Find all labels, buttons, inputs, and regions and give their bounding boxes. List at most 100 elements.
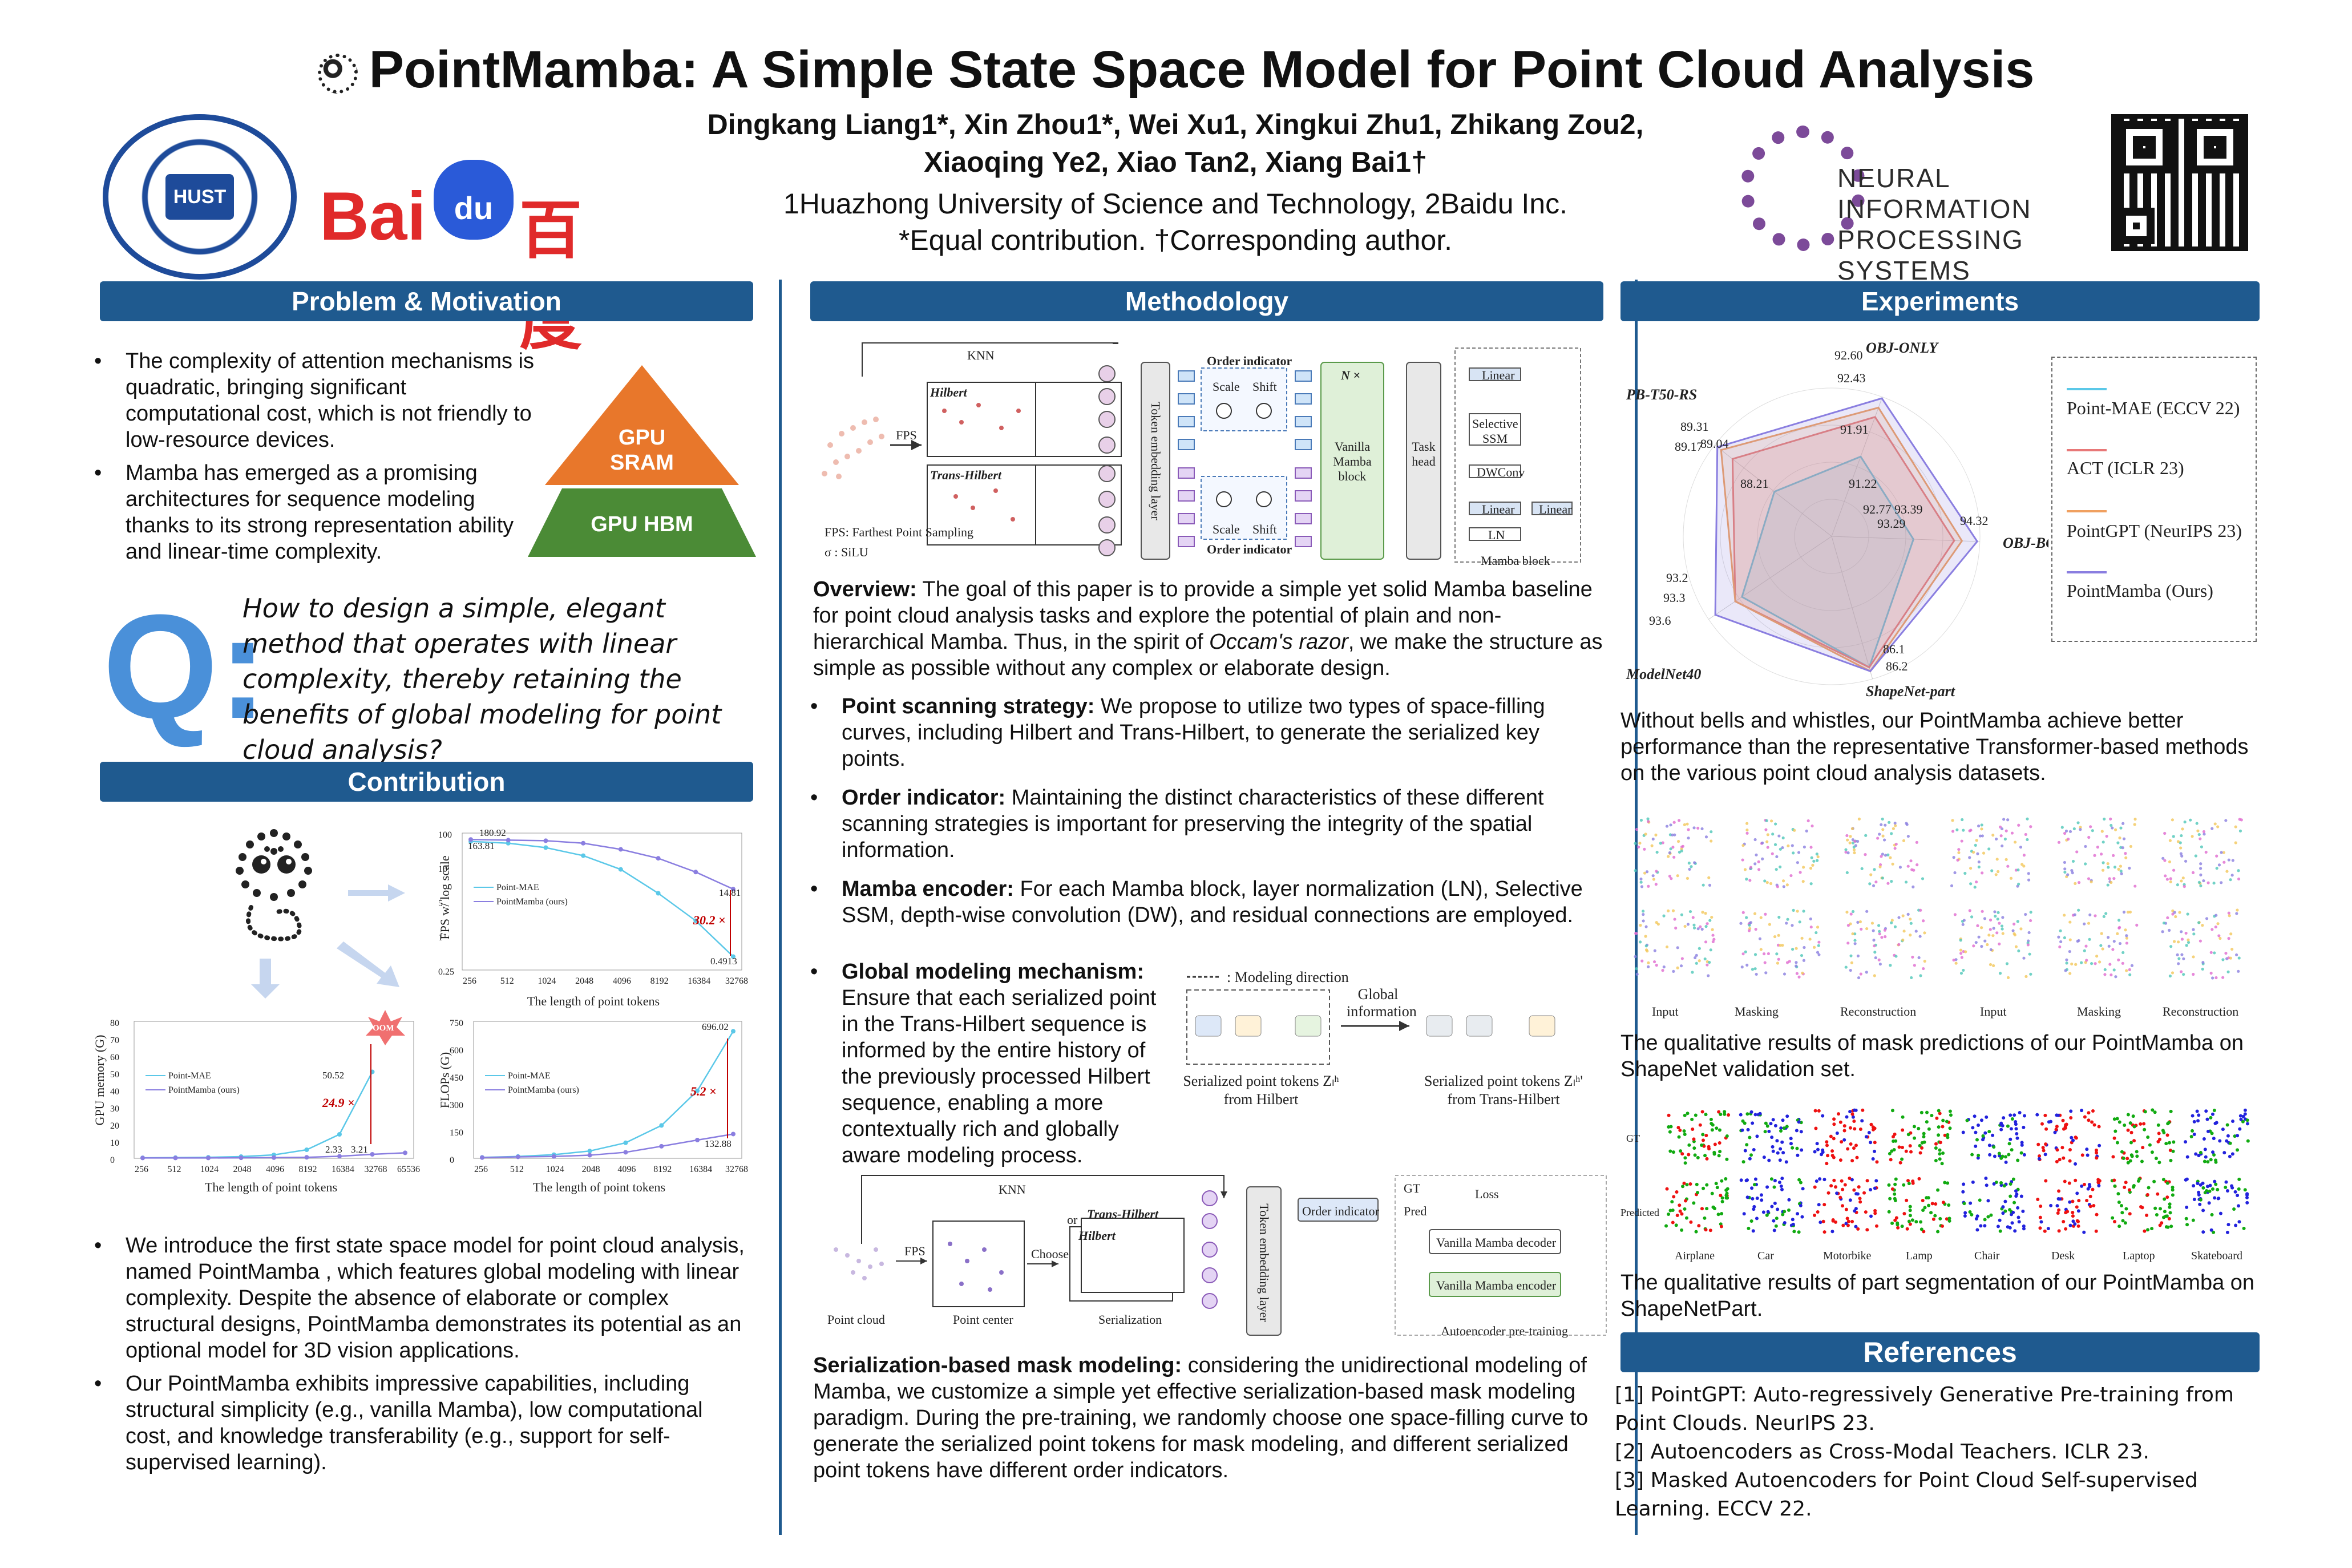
experiments-text: Without bells and whistles, our PointMam… xyxy=(1620,709,2249,785)
encoder-label: Vanilla Mamba encoder xyxy=(1436,1278,1557,1292)
order-indicator-label: Order indicator xyxy=(1207,354,1292,368)
methodology-header: Methodology xyxy=(810,281,1603,321)
data-label: 696.02 xyxy=(702,1021,729,1032)
shift-label: Shift xyxy=(1252,379,1277,394)
radar-value-label: 89.31 xyxy=(1680,419,1709,434)
task-head-label: Task head xyxy=(1412,439,1436,468)
x-tick-label: 512 xyxy=(510,1165,524,1174)
pred-label: Pred xyxy=(1404,1204,1427,1218)
y-tick-label: 300 xyxy=(450,1101,463,1110)
arrow-icon xyxy=(251,959,280,999)
segmentation-tile xyxy=(2110,1177,2175,1233)
legend-label: Point-MAE xyxy=(168,1071,211,1081)
ratio-label: 30.2 × xyxy=(693,913,726,927)
data-point xyxy=(206,1155,211,1161)
point-cloud-tile xyxy=(1844,817,1925,888)
mask-label: Input xyxy=(1980,1004,2007,1019)
mask-label: Input xyxy=(1652,1004,1679,1019)
y-tick-label: 5 xyxy=(438,899,443,908)
series-line xyxy=(470,838,734,890)
point-cloud-tile xyxy=(2161,908,2241,980)
radar-value-label: 94.32 xyxy=(1960,514,1989,528)
flops-chart: 256 512 1024 2048 4096 8192 16384 32768 750 600 45… xyxy=(434,1010,753,1198)
legend-item: PointMamba (Ours) xyxy=(2067,580,2213,601)
radar-value-label: 93.29 xyxy=(1877,516,1906,531)
ratio-label: 24.9 × xyxy=(322,1096,355,1110)
data-point xyxy=(587,1149,592,1154)
seg-label: Desk xyxy=(2051,1250,2075,1262)
radar-series xyxy=(1714,397,1979,673)
segmentation-tile xyxy=(1961,1111,2027,1164)
y-tick-label: 0 xyxy=(450,1155,454,1165)
y-tick-label: 20 xyxy=(110,1121,119,1131)
qr-code[interactable] xyxy=(2111,114,2248,251)
hilbert-tokens-label: from Hilbert xyxy=(1223,1091,1299,1108)
data-point xyxy=(506,838,511,843)
reference-item: [2] Autoencoders as Cross-Modal Teachers… xyxy=(1615,1440,2149,1464)
radar-axis-label: PB-T50-RS xyxy=(1626,386,1697,403)
serialization-label: Serialization xyxy=(1098,1312,1162,1327)
legend-label: PointMamba (ours) xyxy=(496,897,568,907)
mask-label: Reconstruction xyxy=(2163,1004,2239,1019)
radar-grid xyxy=(1757,462,1906,611)
y-tick-label: 40 xyxy=(110,1087,119,1097)
data-point xyxy=(272,1155,276,1160)
poster-title: PointMamba: A Simple State Space Model f… xyxy=(0,40,2352,100)
y-tick-label: 1 xyxy=(438,933,443,943)
data-point xyxy=(623,1140,628,1145)
segmentation-tile xyxy=(2036,1178,2102,1234)
x-tick-label: 1024 xyxy=(200,1165,219,1174)
y-tick-label: 10 xyxy=(110,1138,119,1148)
data-point xyxy=(618,847,623,852)
x-tick-label: 2048 xyxy=(582,1165,600,1174)
x-tick-label: 1024 xyxy=(538,976,556,986)
affiliations: 1Huazhong University of Science and Tech… xyxy=(783,188,1567,256)
overview-paragraph: Overview: The goal of this paper is to p… xyxy=(813,577,1603,680)
segmentation-tile xyxy=(2111,1108,2176,1165)
pointmamba-logo-icon xyxy=(317,53,358,94)
arrow-icon xyxy=(348,882,405,904)
data-point xyxy=(543,838,548,843)
radar-legend: Point-MAE (ECCV 22) ACT (ICLR 23) PointG… xyxy=(2051,357,2257,642)
order-indicator-label: Order indicator xyxy=(1207,542,1292,556)
y-tick-label: 70 xyxy=(110,1036,119,1045)
y-tick-label: 150 xyxy=(450,1128,463,1138)
radar-axis-label: OBJ-ONLY xyxy=(1866,340,1939,356)
linear-label: Linear xyxy=(1482,368,1515,382)
memory-chart: 256 512 1024 2048 4096 8192 16384 32768 65536 80 7… xyxy=(92,1010,425,1198)
radar-axis xyxy=(1708,536,1832,620)
point-cloud-tile xyxy=(1741,818,1820,888)
series-line xyxy=(482,1133,734,1158)
fps-chart-xlabel: The length of point tokens xyxy=(527,994,660,1008)
y-tick-label: 50 xyxy=(110,1070,119,1080)
experiments-header: Experiments xyxy=(1620,281,2260,321)
data-point xyxy=(695,1088,700,1093)
segmentation-tile xyxy=(1888,1109,1953,1166)
radar-value-label: 91.22 xyxy=(1849,476,1877,491)
reference-item: [3] Masked Autoencoders for Point Cloud … xyxy=(1615,1469,2198,1521)
problem-bullets: The complexity of attention mechanisms i… xyxy=(86,348,536,572)
data-label: 0.4913 xyxy=(710,956,737,967)
data-point xyxy=(731,1131,735,1137)
list-item: The complexity of attention mechanisms i… xyxy=(86,348,536,453)
contribution-header: Contribution xyxy=(100,762,753,802)
loss-label: Loss xyxy=(1475,1187,1499,1201)
x-tick-label: 256 xyxy=(463,976,476,986)
knn-label: KNN xyxy=(967,348,995,362)
pretrain-label: Autoencoder pre-training xyxy=(1441,1324,1568,1338)
y-tick-label: 60 xyxy=(110,1053,119,1062)
legend-label: Point-MAE xyxy=(496,883,539,892)
data-point xyxy=(173,1155,178,1161)
seg-label: Chair xyxy=(1974,1250,2000,1262)
mask-label: Masking xyxy=(1735,1004,1779,1019)
trans-hilbert-tokens-label: from Trans-Hilbert xyxy=(1447,1091,1560,1108)
data-point xyxy=(140,1155,145,1161)
scale-label: Scale xyxy=(1213,379,1240,394)
y-tick-label: 750 xyxy=(450,1019,463,1028)
fps-chart-ylabel: FPS w/ log scale xyxy=(438,855,452,940)
data-point xyxy=(304,1155,309,1160)
or-label: or xyxy=(1067,1213,1078,1227)
data-point xyxy=(731,887,735,892)
mask-label: Masking xyxy=(2077,1004,2121,1019)
seg-label: Laptop xyxy=(2123,1250,2155,1262)
